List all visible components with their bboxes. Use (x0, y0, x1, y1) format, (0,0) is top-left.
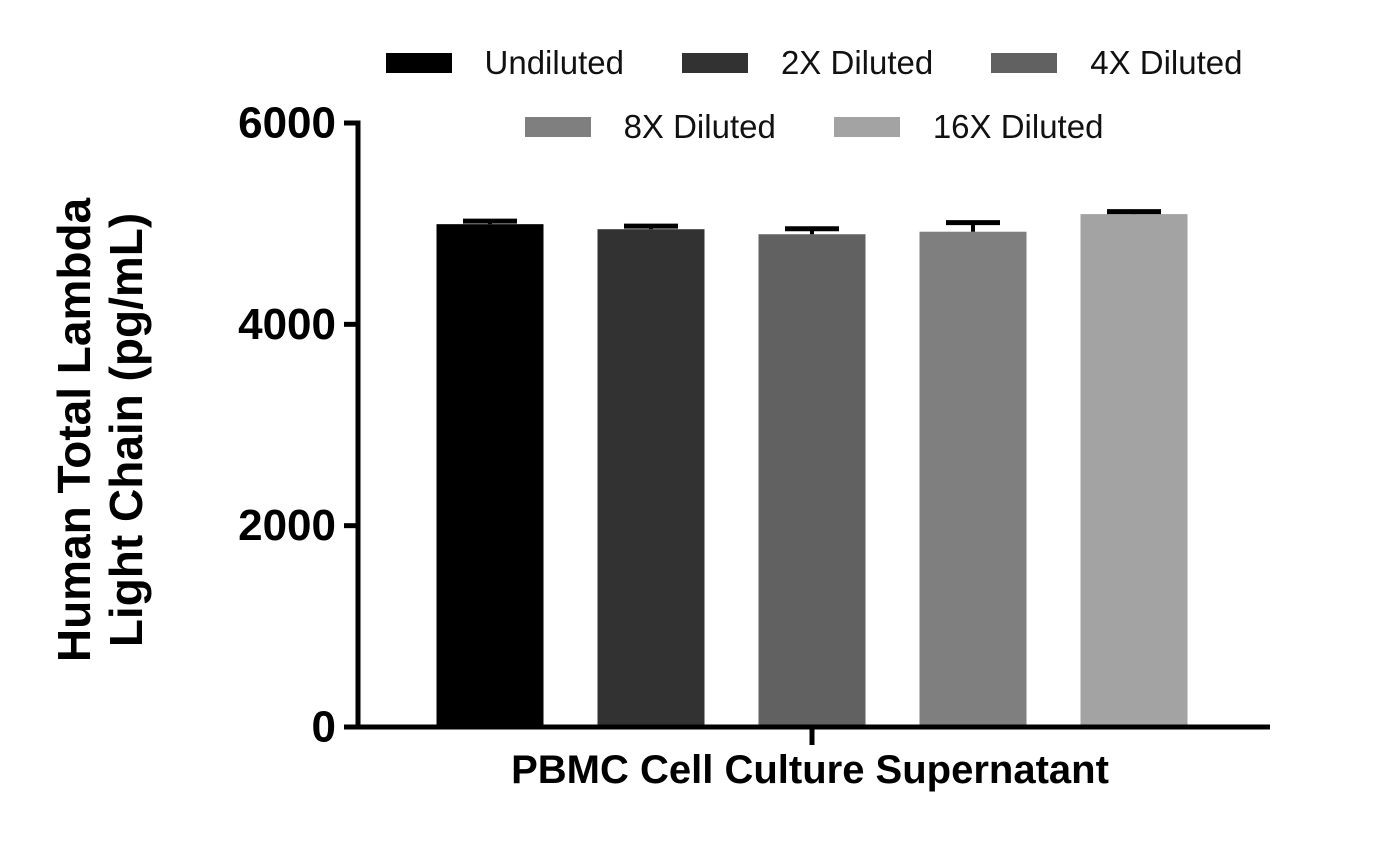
legend-label: Undiluted (484, 44, 624, 81)
legend-swatch-undiluted (385, 53, 452, 73)
bar-2x-diluted (597, 229, 705, 727)
legend-item: 4X Diluted (991, 44, 1242, 82)
y-tick-label: 2000 (238, 501, 336, 550)
x-axis-title: PBMC Cell Culture Supernatant (511, 748, 1109, 792)
legend-swatch-16x (833, 117, 900, 137)
legend-item: 2X Diluted (681, 44, 934, 82)
y-tick-label: 6000 (238, 99, 336, 148)
bar-16x-diluted (1080, 214, 1188, 727)
bar-undiluted (436, 224, 544, 728)
legend-label: 8X Diluted (623, 108, 776, 145)
y-tick-label: 0 (312, 703, 336, 752)
legend-item: 16X Diluted (833, 108, 1104, 146)
legend-label: 2X Diluted (780, 44, 934, 81)
bar-4x-diluted (758, 234, 866, 727)
legend: Undiluted 2X Diluted 4X Diluted 8X Dilut… (358, 44, 1270, 146)
legend-label: 4X Diluted (1090, 44, 1243, 81)
legend-row-2: 8X Diluted 16X Diluted (524, 108, 1104, 146)
legend-item: 8X Diluted (524, 108, 776, 146)
y-tick-label: 4000 (238, 300, 336, 349)
legend-item: Undiluted (385, 44, 624, 82)
bar-8x-diluted (919, 231, 1027, 727)
legend-swatch-4x (991, 53, 1058, 73)
legend-row-1: Undiluted 2X Diluted 4X Diluted (385, 44, 1242, 82)
legend-swatch-2x (681, 53, 748, 73)
legend-label: 16X Diluted (932, 108, 1104, 145)
legend-swatch-8x (524, 117, 591, 137)
